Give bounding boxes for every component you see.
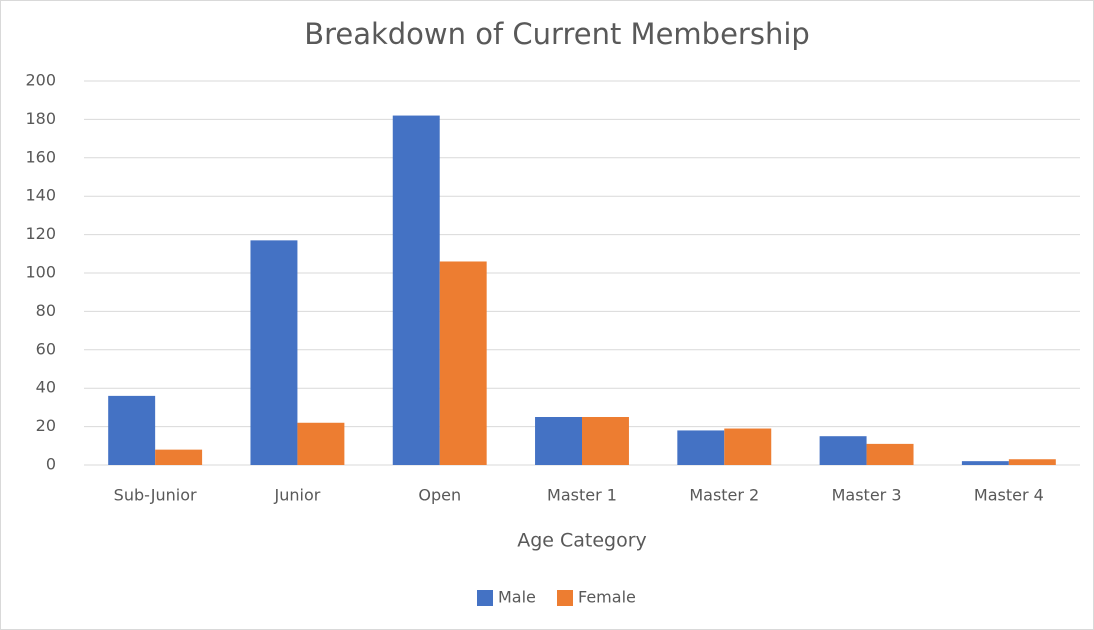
y-tick-label: 140	[25, 186, 56, 205]
bar	[866, 443, 914, 465]
x-tick-label: Master 3	[832, 486, 902, 505]
bar	[392, 115, 440, 465]
legend-label: Female	[578, 588, 636, 607]
y-tick-label: 200	[25, 71, 56, 90]
bar	[297, 422, 345, 465]
bar	[677, 430, 725, 465]
y-tick-label: 100	[25, 263, 56, 282]
x-axis-title: Age Category	[517, 530, 647, 552]
chart-title: Breakdown of Current Membership	[304, 17, 810, 51]
x-tick-label: Junior	[274, 486, 321, 505]
bar	[961, 461, 1009, 465]
bar	[108, 395, 156, 465]
y-tick-label: 0	[46, 455, 56, 474]
legend-label: Male	[498, 588, 536, 607]
bar	[439, 261, 487, 465]
x-tick-label: Master 2	[689, 486, 759, 505]
y-tick-label: 20	[36, 416, 56, 435]
x-tick-label: Sub-Junior	[114, 486, 197, 505]
y-tick-label: 160	[25, 147, 56, 166]
bar	[582, 417, 629, 465]
bar	[155, 449, 203, 465]
y-tick-label: 120	[25, 224, 56, 243]
bar	[535, 417, 582, 465]
legend-swatch	[557, 590, 573, 606]
bar	[1008, 459, 1056, 465]
x-tick-label: Master 4	[974, 486, 1044, 505]
bar	[724, 428, 772, 465]
legend-swatch	[477, 590, 493, 606]
y-tick-label: 40	[36, 378, 56, 397]
y-tick-label: 60	[36, 339, 56, 358]
bar	[819, 436, 867, 465]
bar	[250, 240, 298, 465]
x-tick-label: Open	[418, 486, 461, 505]
x-tick-label: Master 1	[547, 486, 617, 505]
y-tick-label: 80	[36, 301, 56, 320]
y-tick-label: 180	[25, 109, 56, 128]
